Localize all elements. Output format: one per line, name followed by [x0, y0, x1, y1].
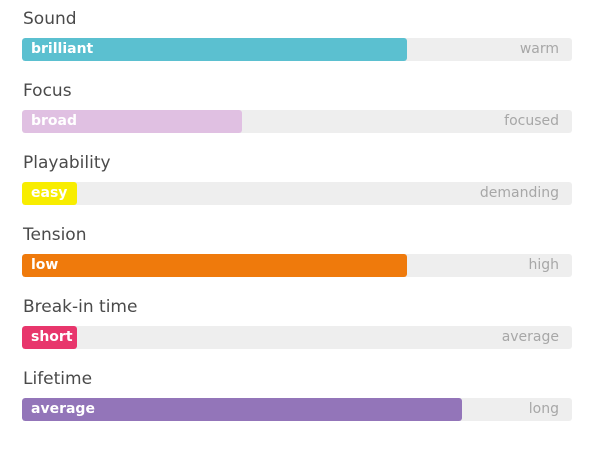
- rating-bar-fill: [22, 110, 242, 133]
- rating-bar-track: brilliant warm: [22, 38, 572, 61]
- rating-bar-fill: [22, 254, 407, 277]
- property-row-sound: Sound brilliant warm: [22, 6, 572, 78]
- rating-left-label: low: [31, 257, 59, 273]
- rating-left-label: short: [31, 329, 73, 345]
- property-title: Break-in time: [23, 297, 138, 317]
- rating-left-label: broad: [31, 113, 78, 129]
- rating-bar-fill: [22, 398, 462, 421]
- rating-bar-track: low high: [22, 254, 572, 277]
- property-title: Playability: [23, 153, 111, 173]
- rating-bar-fill: [22, 38, 407, 61]
- rating-right-label: demanding: [479, 185, 559, 201]
- property-row-tension: Tension low high: [22, 222, 572, 294]
- rating-right-label: warm: [519, 41, 559, 57]
- rating-bar-track: broad focused: [22, 110, 572, 133]
- rating-right-label: average: [501, 329, 559, 345]
- rating-bar-fill: [22, 182, 77, 205]
- rating-right-label: long: [528, 401, 559, 417]
- property-row-playability: Playability easy demanding: [22, 150, 572, 222]
- rating-left-label: brilliant: [31, 41, 94, 57]
- rating-bar-track: easy demanding: [22, 182, 572, 205]
- property-row-lifetime: Lifetime average long: [22, 366, 572, 438]
- rating-left-label: average: [31, 401, 95, 417]
- property-title: Focus: [23, 81, 72, 101]
- rating-right-label: high: [528, 257, 559, 273]
- rating-bar-track: average long: [22, 398, 572, 421]
- rating-right-label: focused: [504, 113, 559, 129]
- string-properties-panel: Sound brilliant warm Focus broad focused…: [22, 6, 572, 438]
- rating-left-label: easy: [31, 185, 68, 201]
- property-row-focus: Focus broad focused: [22, 78, 572, 150]
- property-title: Tension: [23, 225, 87, 245]
- rating-bar-fill: [22, 326, 77, 349]
- rating-bar-track: short average: [22, 326, 572, 349]
- property-row-break-in-time: Break-in time short average: [22, 294, 572, 366]
- property-title: Sound: [23, 9, 77, 29]
- property-title: Lifetime: [23, 369, 93, 389]
